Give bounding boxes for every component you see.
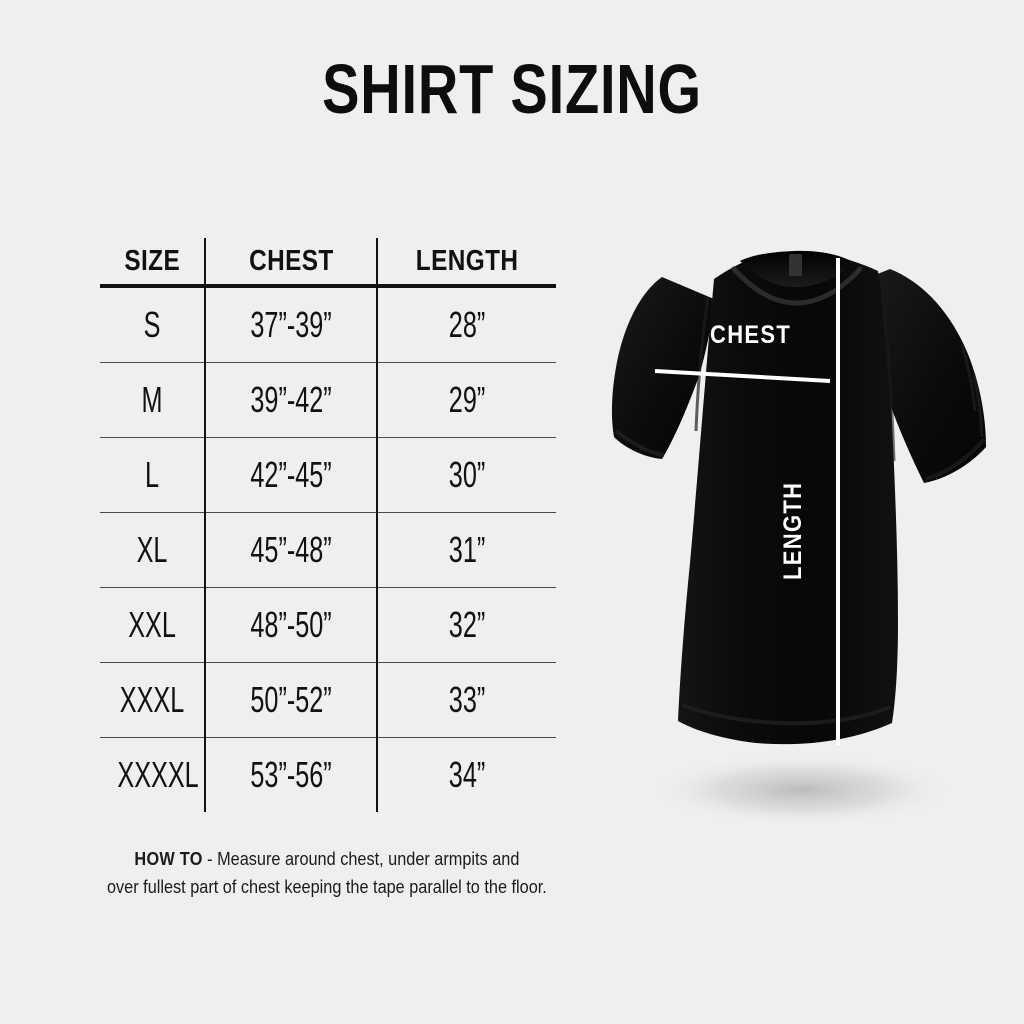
how-to-line2: over fullest part of chest keeping the t… — [107, 876, 547, 897]
length-value: 30” — [448, 454, 486, 495]
table-row: XL 45”-48” 31” — [100, 512, 556, 588]
cell-chest: 42”-45” — [204, 437, 377, 513]
column-header-chest-label: CHEST — [248, 244, 334, 277]
shirt-graphic-svg — [611, 250, 986, 826]
fold-hem — [681, 703, 891, 726]
cell-chest: 48”-50” — [204, 587, 377, 663]
table-row: XXXL 50”-52” 33” — [100, 662, 556, 738]
cell-length: 33” — [376, 662, 556, 738]
cell-size: L — [100, 437, 205, 513]
column-header-length: LENGTH — [376, 238, 556, 288]
size-value: L — [144, 454, 160, 495]
cell-size: XXXL — [100, 662, 205, 738]
left-sleeve — [611, 277, 714, 459]
cell-length: 29” — [376, 362, 556, 438]
length-value: 34” — [448, 754, 486, 795]
column-header-size-label: SIZE — [124, 244, 180, 277]
chest-value: 39”-42” — [250, 379, 332, 420]
shirt-illustration: CHEST LENGTH — [590, 225, 1020, 845]
size-value: XL — [136, 529, 168, 570]
chest-measurement-label: CHEST — [710, 321, 792, 349]
table-row: S 37”-39” 28” — [100, 286, 556, 363]
sleeve-rib-right — [960, 344, 984, 438]
cell-size: S — [100, 286, 205, 363]
length-value: 32” — [448, 604, 486, 645]
cell-chest: 50”-52” — [204, 662, 377, 738]
cell-length: 31” — [376, 512, 556, 588]
cell-chest: 37”-39” — [204, 286, 377, 363]
cell-length: 30” — [376, 437, 556, 513]
length-value: 31” — [448, 529, 486, 570]
table-header-row: SIZE CHEST LENGTH — [100, 238, 556, 288]
cell-chest: 53”-56” — [204, 737, 377, 812]
table-row: L 42”-45” 30” — [100, 437, 556, 513]
chest-value: 37”-39” — [250, 304, 332, 345]
length-value: 33” — [448, 679, 486, 720]
sleeve-cuff-right — [925, 437, 986, 481]
cell-size: XXXXL — [100, 738, 205, 813]
length-measurement-label: LENGTH — [779, 481, 807, 580]
fold-left — [694, 296, 710, 432]
cell-size: M — [100, 362, 205, 438]
how-to-note: HOW TO - Measure around chest, under arm… — [62, 845, 592, 901]
right-sleeve — [869, 269, 986, 483]
length-value: 28” — [448, 304, 486, 345]
cell-size: XL — [100, 512, 205, 588]
how-to-line1: - Measure around chest, under armpits an… — [202, 848, 520, 869]
table-row: M 39”-42” 29” — [100, 362, 556, 438]
chest-value: 45”-48” — [250, 529, 332, 570]
column-header-size: SIZE — [100, 238, 205, 288]
size-table: SIZE CHEST LENGTH S 37”-39” 28” M 39”-42… — [100, 238, 556, 812]
size-value: XXXXL — [117, 754, 199, 795]
cell-length: 28” — [376, 286, 556, 363]
table-body: S 37”-39” 28” M 39”-42” 29” L 42”-45” 30… — [100, 286, 556, 812]
size-value: XXXL — [119, 679, 185, 720]
cell-chest: 39”-42” — [204, 362, 377, 438]
chest-value: 53”-56” — [250, 754, 332, 795]
cell-length: 32” — [376, 587, 556, 663]
table-row: XXXXL 53”-56” 34” — [100, 737, 556, 813]
chest-guide-line — [654, 369, 831, 383]
column-header-chest: CHEST — [204, 238, 377, 288]
how-to-inner: HOW TO - Measure around chest, under arm… — [107, 845, 547, 901]
table-row: XXL 48”-50” 32” — [100, 587, 556, 663]
chest-value: 42”-45” — [250, 454, 332, 495]
neck-tag-icon — [789, 254, 802, 276]
size-value: S — [143, 304, 161, 345]
chest-value: 48”-50” — [250, 604, 332, 645]
chest-value: 50”-52” — [250, 679, 332, 720]
sleeve-cuff-left — [614, 429, 665, 457]
cell-size: XXL — [100, 587, 205, 663]
cell-chest: 45”-48” — [204, 512, 377, 588]
size-chart-table: SIZE CHEST LENGTH S 37”-39” 28” M 39”-42… — [100, 238, 556, 812]
size-value: XXL — [128, 604, 176, 645]
table-header: SIZE CHEST LENGTH — [100, 238, 556, 288]
how-to-lead: HOW TO — [134, 848, 203, 869]
page-title: SHIRT SIZING — [322, 50, 702, 128]
collar-rib — [731, 266, 863, 306]
length-value: 29” — [448, 379, 486, 420]
size-value: M — [141, 379, 163, 420]
column-header-length-label: LENGTH — [415, 244, 519, 277]
drop-shadow — [650, 754, 954, 826]
cell-length: 34” — [376, 737, 556, 812]
fold-right — [880, 294, 896, 462]
